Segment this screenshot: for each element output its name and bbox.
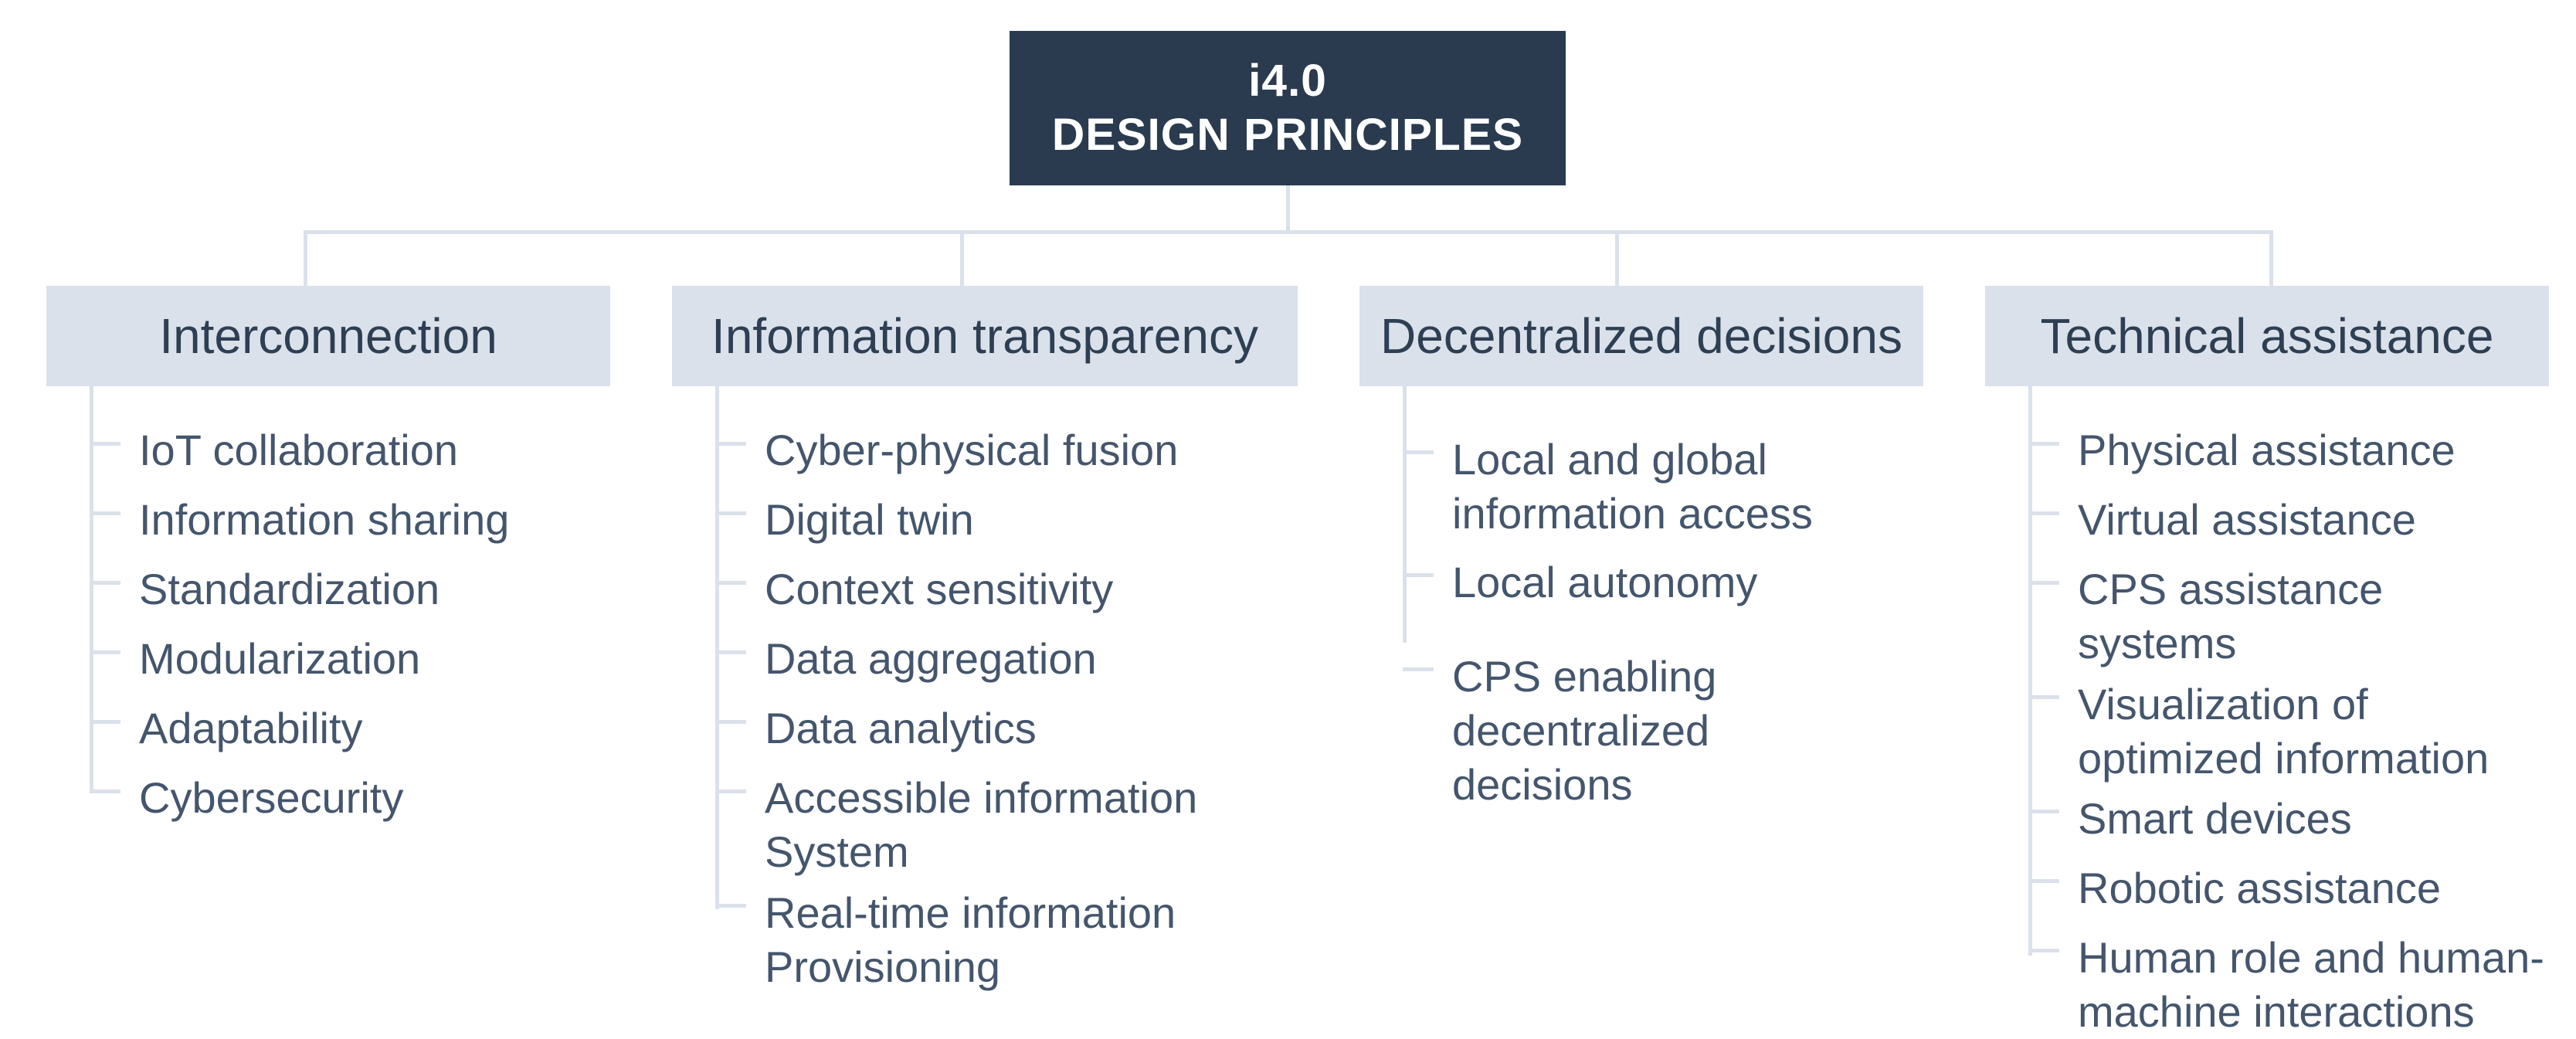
item-label: Adaptability xyxy=(139,695,584,755)
list-item: Adaptability xyxy=(90,695,584,765)
connector-drop xyxy=(960,230,964,287)
item-tick xyxy=(715,581,746,585)
item-label: Local and global information access xyxy=(1452,417,1897,541)
list-item: Human role and human-machine interaction… xyxy=(2028,925,2554,1039)
item-tick xyxy=(90,720,120,724)
item-label: Local autonomy xyxy=(1452,541,1897,610)
list-item: Local and global information access xyxy=(1403,417,1897,541)
connector-drop xyxy=(1615,230,1619,287)
item-label: Data analytics xyxy=(765,695,1271,755)
item-label: Visualization of optimized information xyxy=(2078,671,2554,785)
item-label: Context sensitivity xyxy=(765,556,1271,616)
list-item: Context sensitivity xyxy=(715,556,1271,626)
item-label: CPS assistance systems xyxy=(2078,556,2554,671)
item-tick xyxy=(2028,581,2059,585)
item-label: Accessible information System xyxy=(765,765,1271,879)
items-spine xyxy=(715,386,719,909)
list-item: Data analytics xyxy=(715,695,1271,765)
category-label: Information transparency xyxy=(711,307,1258,365)
list-item: Digital twin xyxy=(715,487,1271,556)
item-label: Information sharing xyxy=(139,487,584,547)
item-tick xyxy=(90,581,120,585)
items-list-information-transparency: Cyber-physical fusion Digital twin Context… xyxy=(715,417,1271,994)
diagram-canvas: i4.0DESIGN PRINCIPLES Interconnection IoT … xyxy=(0,0,2576,1024)
connector-horizontal xyxy=(304,230,2273,234)
items-list-interconnection: IoT collaboration Information sharing Stan… xyxy=(90,417,584,834)
item-tick xyxy=(715,650,746,654)
connector-drop xyxy=(304,230,307,287)
item-label: Smart devices xyxy=(2078,786,2554,846)
items-spine xyxy=(2028,386,2032,956)
list-item: Local autonomy xyxy=(1403,541,1897,635)
items-list-technical-assistance: Physical assistance Virtual assistance CPS… xyxy=(2028,417,2554,1039)
category-box-decentralized-decisions: Decentralized decisions xyxy=(1359,286,1923,386)
item-tick xyxy=(715,720,746,724)
item-tick xyxy=(2028,879,2059,883)
item-tick xyxy=(715,904,746,908)
list-item: CPS enabling decentralized decisions xyxy=(1403,635,1897,813)
list-item: IoT collaboration xyxy=(90,417,584,487)
item-label: Cybersecurity xyxy=(139,765,584,825)
list-item: Virtual assistance xyxy=(2028,487,2554,556)
item-label: IoT collaboration xyxy=(139,417,584,477)
item-tick xyxy=(2028,810,2059,813)
item-tick xyxy=(715,789,746,793)
connector-stem xyxy=(1286,185,1290,233)
list-item: Modularization xyxy=(90,626,584,695)
list-item: Data aggregation xyxy=(715,626,1271,695)
item-label: Standardization xyxy=(139,556,584,616)
item-label: Physical assistance xyxy=(2078,417,2554,477)
item-label: Real-time information Provisioning xyxy=(765,879,1271,993)
item-tick xyxy=(90,511,120,515)
list-item: Accessible information System xyxy=(715,765,1271,879)
item-tick xyxy=(2028,442,2059,446)
item-label: Cyber-physical fusion xyxy=(765,417,1271,477)
item-tick xyxy=(90,442,120,446)
list-item: Physical assistance xyxy=(2028,417,2554,487)
item-tick xyxy=(90,789,120,793)
item-tick xyxy=(2028,511,2059,515)
item-label: Data aggregation xyxy=(765,626,1271,686)
list-item: Cybersecurity xyxy=(90,765,584,834)
item-tick xyxy=(1403,573,1434,577)
root-box: i4.0DESIGN PRINCIPLES xyxy=(1010,31,1566,185)
list-item: Visualization of optimized information xyxy=(2028,671,2554,785)
category-label: Interconnection xyxy=(159,307,497,365)
items-spine xyxy=(90,386,93,793)
list-item: Cyber-physical fusion xyxy=(715,417,1271,487)
item-tick xyxy=(715,442,746,446)
items-list-decentralized-decisions: Local and global information accessLocal… xyxy=(1403,417,1897,812)
list-item: Information sharing xyxy=(90,487,584,556)
item-label: Virtual assistance xyxy=(2078,487,2554,547)
list-item: CPS assistance systems xyxy=(2028,556,2554,671)
item-tick xyxy=(2028,695,2059,699)
item-label: CPS enabling decentralized decisions xyxy=(1452,635,1897,813)
list-item: Standardization xyxy=(90,556,584,626)
category-box-interconnection: Interconnection xyxy=(46,286,610,386)
root-title-line2: DESIGN PRINCIPLES xyxy=(1052,108,1523,162)
item-label: Modularization xyxy=(139,626,584,686)
item-tick xyxy=(1403,450,1434,454)
category-box-information-transparency: Information transparency xyxy=(672,286,1298,386)
item-label: Human role and human-machine interaction… xyxy=(2078,925,2554,1039)
item-label: Digital twin xyxy=(765,487,1271,547)
item-tick xyxy=(2028,949,2059,952)
category-label: Technical assistance xyxy=(2041,307,2494,365)
items-spine xyxy=(1403,386,1407,643)
category-box-technical-assistance: Technical assistance xyxy=(1985,286,2549,386)
list-item: Smart devices xyxy=(2028,786,2554,855)
root-title-line1: i4.0 xyxy=(1248,54,1327,108)
item-tick xyxy=(1403,667,1434,671)
connector-drop xyxy=(2269,230,2273,287)
category-label: Decentralized decisions xyxy=(1380,307,1902,365)
item-tick xyxy=(715,511,746,515)
list-item: Robotic assistance xyxy=(2028,855,2554,925)
list-item: Real-time information Provisioning xyxy=(715,879,1271,993)
item-tick xyxy=(90,650,120,654)
item-label: Robotic assistance xyxy=(2078,855,2554,915)
